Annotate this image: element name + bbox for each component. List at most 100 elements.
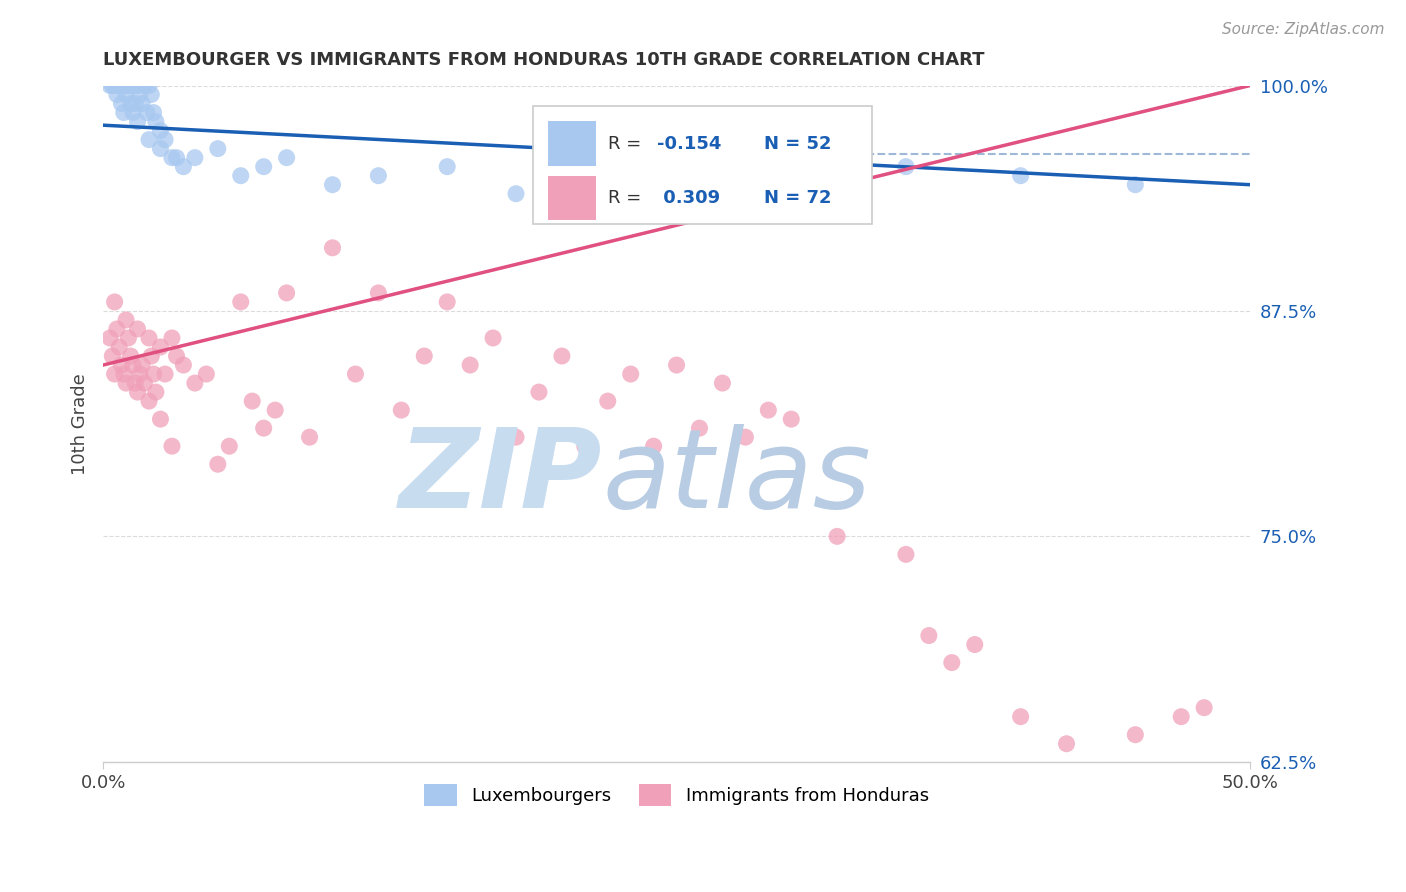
Point xyxy=(142,367,165,381)
Point xyxy=(122,78,145,93)
Point xyxy=(734,186,756,201)
Point xyxy=(207,142,229,156)
Point xyxy=(120,349,142,363)
Point xyxy=(253,421,276,435)
Point xyxy=(229,169,252,183)
Point xyxy=(122,358,145,372)
Point xyxy=(941,656,963,670)
Point xyxy=(141,87,163,102)
Point xyxy=(105,78,128,93)
Point xyxy=(1123,728,1146,742)
Point xyxy=(160,439,183,453)
Point xyxy=(1123,178,1146,192)
Point xyxy=(134,78,156,93)
Point xyxy=(551,349,574,363)
Point xyxy=(413,349,436,363)
Legend: Luxembourgers, Immigrants from Honduras: Luxembourgers, Immigrants from Honduras xyxy=(418,777,936,814)
Text: LUXEMBOURGER VS IMMIGRANTS FROM HONDURAS 10TH GRADE CORRELATION CHART: LUXEMBOURGER VS IMMIGRANTS FROM HONDURAS… xyxy=(103,51,984,69)
Point xyxy=(229,294,252,309)
Point xyxy=(780,412,803,426)
Point xyxy=(665,160,688,174)
Point xyxy=(122,105,145,120)
Point xyxy=(149,412,172,426)
Point xyxy=(643,439,665,453)
Point xyxy=(321,178,343,192)
Point xyxy=(756,403,779,417)
Point xyxy=(1010,169,1032,183)
Y-axis label: 10th Grade: 10th Grade xyxy=(72,373,89,475)
Point xyxy=(195,367,218,381)
Point xyxy=(120,78,142,93)
Point xyxy=(1170,709,1192,723)
Point xyxy=(218,439,240,453)
Point xyxy=(436,294,458,309)
Text: N = 72: N = 72 xyxy=(763,189,831,207)
Point xyxy=(153,133,176,147)
Point xyxy=(596,394,619,409)
Point xyxy=(172,160,194,174)
Point xyxy=(101,78,124,93)
Point xyxy=(153,367,176,381)
Point xyxy=(894,160,917,174)
Point xyxy=(138,78,160,93)
Point xyxy=(104,78,127,93)
Point xyxy=(596,178,619,192)
Point xyxy=(110,358,132,372)
Text: ZIP: ZIP xyxy=(398,425,602,532)
Point xyxy=(138,331,160,345)
Point xyxy=(160,331,183,345)
Point xyxy=(124,96,146,111)
Point xyxy=(367,285,389,300)
Point xyxy=(138,133,160,147)
Point xyxy=(149,340,172,354)
Point xyxy=(131,358,153,372)
Point xyxy=(689,421,711,435)
Point xyxy=(184,151,207,165)
Point xyxy=(1010,709,1032,723)
Point xyxy=(105,87,128,102)
Point xyxy=(112,78,135,93)
Point xyxy=(734,430,756,444)
Text: R =: R = xyxy=(607,135,647,153)
Point xyxy=(298,430,321,444)
Text: Source: ZipAtlas.com: Source: ZipAtlas.com xyxy=(1222,22,1385,37)
Point xyxy=(108,340,131,354)
Point xyxy=(128,87,150,102)
Point xyxy=(112,367,135,381)
Point xyxy=(264,403,287,417)
Point xyxy=(253,160,276,174)
Point xyxy=(135,105,157,120)
Point xyxy=(142,105,165,120)
Point xyxy=(711,376,734,390)
Point xyxy=(1192,700,1215,714)
Point xyxy=(207,457,229,471)
Point xyxy=(112,105,135,120)
Point xyxy=(436,160,458,174)
Point xyxy=(160,151,183,165)
Point xyxy=(482,331,505,345)
Point xyxy=(124,376,146,390)
Point xyxy=(104,294,127,309)
Text: R =: R = xyxy=(607,189,647,207)
Point xyxy=(115,376,138,390)
Point xyxy=(98,78,121,93)
Point xyxy=(240,394,263,409)
Point xyxy=(276,151,298,165)
Point xyxy=(505,430,527,444)
Point xyxy=(894,548,917,562)
Point xyxy=(620,367,643,381)
Point xyxy=(128,367,150,381)
Point xyxy=(98,331,121,345)
Point xyxy=(115,78,138,93)
Point xyxy=(149,123,172,137)
Point xyxy=(527,385,550,400)
Point xyxy=(367,169,389,183)
Point xyxy=(105,322,128,336)
Point xyxy=(172,358,194,372)
Point xyxy=(120,96,142,111)
Point xyxy=(389,403,412,417)
Point xyxy=(574,439,596,453)
FancyBboxPatch shape xyxy=(548,121,596,166)
Point xyxy=(149,142,172,156)
Point xyxy=(166,151,188,165)
